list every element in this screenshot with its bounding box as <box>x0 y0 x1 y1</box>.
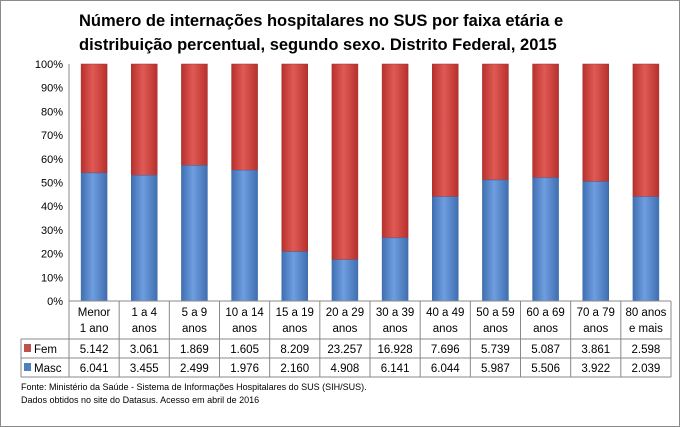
bar-fem <box>331 63 359 260</box>
y-tick-label: 50% <box>41 178 63 190</box>
data-label: 5.987 <box>481 363 510 375</box>
bar-masc <box>632 196 660 302</box>
x-tick-label: anos <box>583 323 608 335</box>
x-tick-label: anos <box>533 323 558 335</box>
y-tick-label: 30% <box>41 225 63 237</box>
data-label: 5.142 <box>80 344 109 356</box>
x-tick-label: 20 a 29 <box>326 307 364 319</box>
bar-fem <box>381 63 409 239</box>
data-label: 16.928 <box>377 344 412 356</box>
x-tick-label: anos <box>282 323 307 335</box>
data-label: 6.044 <box>431 363 460 375</box>
bar-masc <box>231 169 258 302</box>
data-label: 3.922 <box>581 363 610 375</box>
x-tick-label: anos <box>433 323 458 335</box>
data-label: 1.869 <box>180 344 209 356</box>
bar-fem <box>281 63 308 252</box>
legend-label: Fem <box>34 344 57 356</box>
x-tick-label: anos <box>182 323 207 335</box>
x-tick-label: anos <box>383 323 408 335</box>
data-label: 2.598 <box>632 344 661 356</box>
bar-masc <box>432 196 459 302</box>
y-tick-label: 90% <box>41 83 63 95</box>
bar-fem <box>181 63 208 166</box>
y-tick-label: 100% <box>35 59 63 71</box>
bar-fem <box>632 63 660 198</box>
x-tick-label: e mais <box>629 323 663 335</box>
y-tick-label: 60% <box>41 154 63 166</box>
bar-fem <box>482 63 509 181</box>
x-tick-label: 80 anos <box>625 307 666 319</box>
x-tick-label: anos <box>332 323 357 335</box>
x-tick-label: 50 a 59 <box>476 307 514 319</box>
bar-masc <box>181 165 208 302</box>
x-tick-label: anos <box>483 323 508 335</box>
x-tick-label: 1 a 4 <box>131 307 157 319</box>
bar-masc <box>331 259 359 302</box>
x-tick-label: Menor <box>78 307 111 319</box>
bar-fem <box>582 63 609 182</box>
y-tick-label: 0% <box>47 296 63 308</box>
bar-fem <box>80 63 108 174</box>
data-label: 5.087 <box>531 344 560 356</box>
data-label: 3.061 <box>130 344 159 356</box>
x-tick-label: 15 a 19 <box>276 307 314 319</box>
bar-fem <box>432 63 459 197</box>
data-label: 5.506 <box>531 363 560 375</box>
bar-masc <box>532 177 559 302</box>
x-tick-label: 70 a 79 <box>577 307 615 319</box>
x-tick-label: 1 ano <box>80 323 109 335</box>
data-label: 8.209 <box>280 344 309 356</box>
chart-title: Número de internações hospitalares no SU… <box>79 12 564 54</box>
bar-masc <box>80 172 108 302</box>
bar-masc <box>131 175 158 302</box>
data-label: 3.861 <box>581 344 610 356</box>
x-tick-label: 60 a 69 <box>526 307 564 319</box>
data-label: 2.039 <box>632 363 661 375</box>
source-line-1: Fonte: Ministério da Saúde - Sistema de … <box>21 382 367 392</box>
x-tick-label: 10 a 14 <box>225 307 264 319</box>
bar-masc <box>281 251 308 302</box>
data-label: 1.605 <box>230 344 259 356</box>
x-tick-label: anos <box>132 323 157 335</box>
data-label: 5.739 <box>481 344 510 356</box>
bar-fem <box>532 63 559 179</box>
legend-key-masc <box>24 363 31 371</box>
legend-label: Masc <box>34 363 62 375</box>
y-tick-label: 40% <box>41 201 63 213</box>
data-label: 23.257 <box>327 344 362 356</box>
y-tick-label: 10% <box>41 272 63 284</box>
bar-masc <box>381 237 409 302</box>
x-tick-label: anos <box>232 323 257 335</box>
bar-fem <box>131 63 158 176</box>
source-line-2: Dados obtidos no site do Datasus. Acesso… <box>21 395 260 405</box>
bar-masc <box>482 179 509 302</box>
data-label: 3.455 <box>130 363 159 375</box>
data-label: 1.976 <box>230 363 259 375</box>
data-label: 2.499 <box>180 363 209 375</box>
legend-key-fem <box>24 344 31 352</box>
bar-fem <box>231 63 258 171</box>
x-tick-label: 40 a 49 <box>426 307 464 319</box>
data-label: 6.041 <box>80 363 109 375</box>
data-label: 4.908 <box>331 363 360 375</box>
bar-masc <box>582 181 609 302</box>
source-note: Fonte: Ministério da Saúde - Sistema de … <box>21 381 367 407</box>
data-label: 6.141 <box>381 363 410 375</box>
y-tick-label: 80% <box>41 106 63 118</box>
x-tick-label: 30 a 39 <box>376 307 414 319</box>
y-tick-label: 20% <box>41 249 63 261</box>
x-tick-label: 5 a 9 <box>182 307 208 319</box>
data-label: 2.160 <box>280 363 309 375</box>
data-label: 7.696 <box>431 344 460 356</box>
y-tick-label: 70% <box>41 130 63 142</box>
